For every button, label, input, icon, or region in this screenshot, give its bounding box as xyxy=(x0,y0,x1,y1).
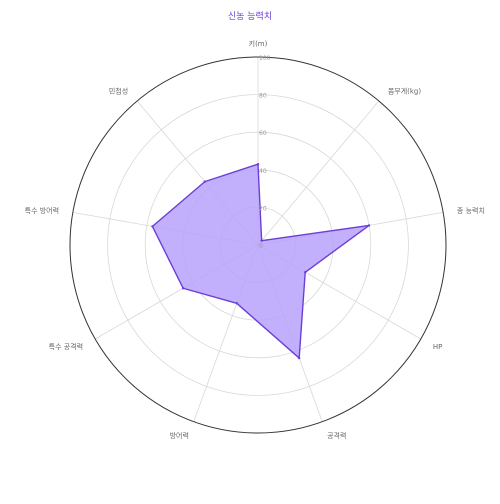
outer-ring xyxy=(69,56,447,434)
axis-label: 공격력 xyxy=(327,432,346,440)
data-point-3 xyxy=(304,271,307,274)
series-area-0 xyxy=(151,163,370,359)
data-point-0 xyxy=(256,162,260,166)
axis-label: 민첩성 xyxy=(109,86,128,95)
data-point-2 xyxy=(367,224,371,227)
axis-label: 키(m) xyxy=(249,39,268,48)
radial-tick-label: 20 xyxy=(259,205,267,212)
radial-tick-label: 40 xyxy=(259,168,267,175)
radial-tick-label: 0 xyxy=(259,243,263,250)
axis-label: 방어력 xyxy=(170,431,189,440)
axis-label: 몸무게(kg) xyxy=(388,86,422,95)
radial-tick-label: 100 xyxy=(259,55,271,62)
data-point-7 xyxy=(151,225,154,228)
axis-label: 특수 공격력 xyxy=(49,343,83,351)
data-point-8 xyxy=(203,180,207,183)
data-point-1 xyxy=(260,239,263,242)
axis-label: 특수 방어력 xyxy=(25,206,59,215)
radial-tick-label: 60 xyxy=(259,130,267,137)
axis-label: 종 능력치 xyxy=(457,206,485,215)
data-point-5 xyxy=(235,302,238,305)
spoke-1 xyxy=(257,100,380,246)
label-layer: 0 20 40 60 80 100 키(m) 몸무게(kg) 종 능력치 HP 공격력 방어력 특수 공… xyxy=(25,39,485,440)
data-layer xyxy=(151,162,371,360)
axis-label: HP xyxy=(433,343,443,351)
data-point-4 xyxy=(297,356,301,360)
chart-title: 신농 능력치 xyxy=(227,12,273,22)
data-point-6 xyxy=(181,287,185,290)
radial-tick-label: 80 xyxy=(259,93,267,100)
